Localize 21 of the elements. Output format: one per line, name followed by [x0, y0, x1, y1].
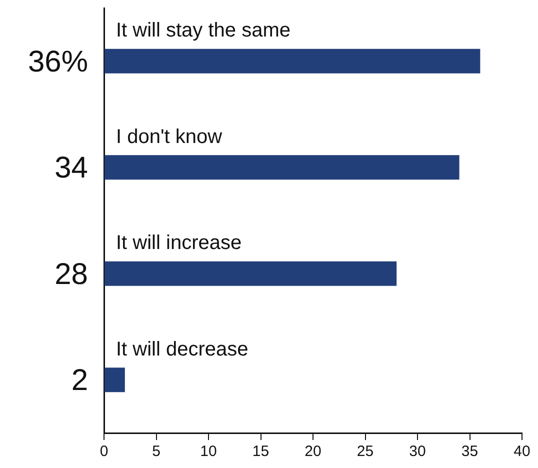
data-label: 2: [71, 364, 88, 398]
data-label: 28: [54, 258, 88, 291]
data-label: 34: [54, 152, 88, 185]
bar: [104, 48, 480, 74]
bar: [104, 155, 460, 180]
x-tick-label: 0: [100, 443, 108, 460]
y-tick-label: It will increase: [116, 232, 242, 254]
data-label: 36%: [28, 45, 88, 78]
x-tick-label: 20: [304, 443, 322, 460]
x-tick-label: 40: [514, 443, 530, 460]
x-tick-label: 5: [152, 443, 160, 460]
bar: [104, 368, 125, 392]
y-tick-label: I don't know: [116, 126, 223, 148]
x-tick-label: 35: [461, 443, 478, 460]
bar: [104, 261, 397, 286]
x-tick-label: 15: [252, 443, 270, 460]
x-tick-label: 25: [356, 443, 374, 460]
x-tick-label: 10: [200, 443, 217, 460]
y-tick-label: It will decrease: [116, 338, 248, 360]
y-tick-label: It will stay the same: [116, 20, 291, 42]
x-tick-label: 30: [409, 443, 426, 460]
